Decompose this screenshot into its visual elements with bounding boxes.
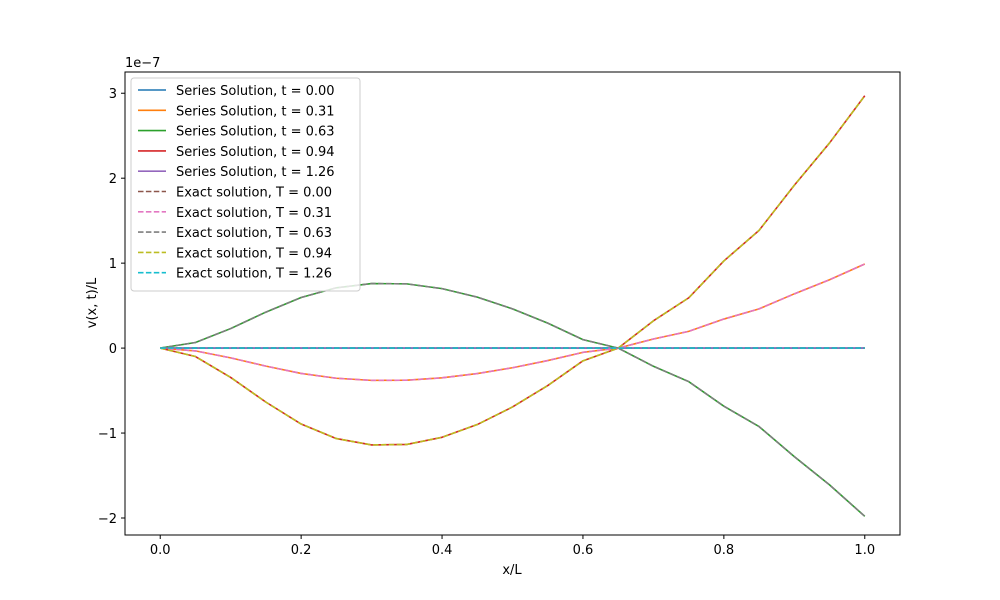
x-tick-label: 0.6 bbox=[573, 543, 594, 558]
y-tick-label: 0 bbox=[109, 342, 117, 357]
legend-label: Series Solution, t = 0.63 bbox=[176, 125, 335, 140]
x-tick-label: 0.2 bbox=[291, 543, 312, 558]
legend-frame bbox=[130, 77, 361, 292]
y-axis-title: v(x, t)/L bbox=[85, 277, 100, 328]
legend-label: Series Solution, t = 0.94 bbox=[176, 145, 335, 160]
x-tick-label: 1.0 bbox=[854, 543, 875, 558]
x-axis: 0.0 0.2 0.4 0.6 0.8 1.0 bbox=[150, 535, 875, 558]
legend-label: Exact solution, T = 0.63 bbox=[176, 226, 332, 241]
legend-label: Exact solution, T = 0.31 bbox=[176, 206, 332, 221]
x-tick-label: 0.4 bbox=[432, 543, 453, 558]
legend-label: Exact solution, T = 0.94 bbox=[176, 246, 332, 261]
y-tick-label: −1 bbox=[98, 427, 117, 442]
legend-label: Exact solution, T = 0.00 bbox=[176, 186, 332, 201]
series-line-8 bbox=[160, 282, 866, 517]
y-tick-label: 2 bbox=[109, 172, 117, 187]
y-offset-label: 1e−7 bbox=[125, 56, 160, 71]
legend-label: Exact solution, T = 1.26 bbox=[176, 267, 332, 282]
y-tick-label: −2 bbox=[98, 512, 117, 527]
x-tick-label: 0.0 bbox=[150, 543, 171, 558]
y-tick-label: 1 bbox=[109, 257, 117, 272]
x-axis-title: x/L bbox=[502, 563, 522, 578]
legend: Series Solution, t = 0.00 Series Solution… bbox=[130, 77, 361, 292]
legend-label: Series Solution, t = 1.26 bbox=[176, 165, 335, 180]
series-line-7 bbox=[160, 263, 866, 382]
y-tick-label: 3 bbox=[109, 87, 117, 102]
legend-label: Series Solution, t = 0.00 bbox=[176, 84, 335, 99]
x-tick-label: 0.8 bbox=[714, 543, 735, 558]
series-lines bbox=[160, 95, 866, 517]
legend-label: Series Solution, t = 0.31 bbox=[176, 104, 335, 119]
y-axis: −2 −1 0 1 2 3 bbox=[98, 87, 125, 527]
plot-frame bbox=[124, 71, 901, 536]
series-line-9 bbox=[160, 95, 866, 446]
